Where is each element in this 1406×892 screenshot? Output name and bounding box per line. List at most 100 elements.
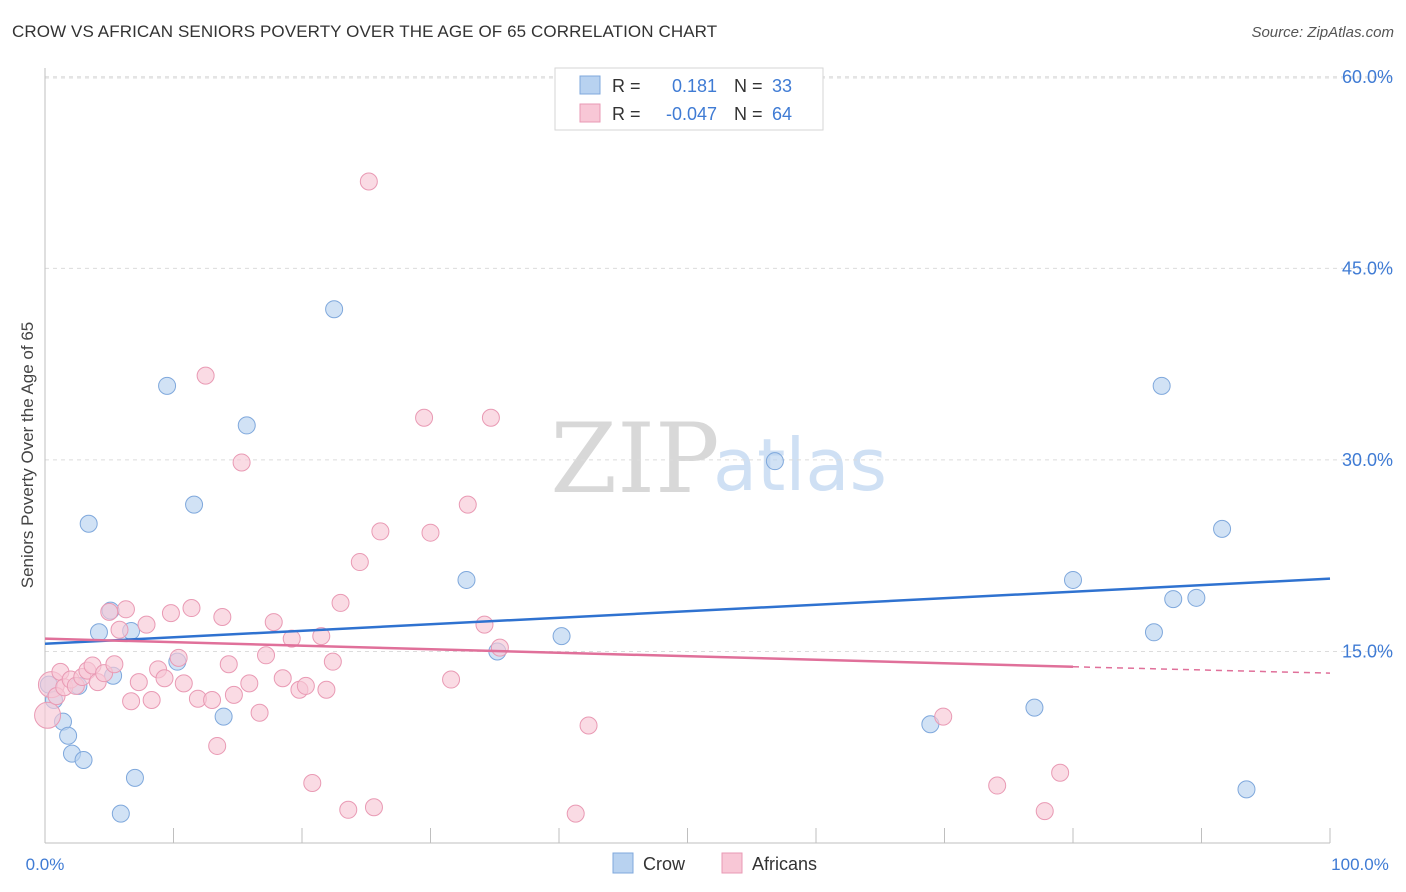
africans-point xyxy=(34,701,62,729)
source-label: Source: ZipAtlas.com xyxy=(1251,24,1394,41)
africans-point xyxy=(224,685,243,704)
legend-africans-r-label: R = xyxy=(612,104,641,124)
africans-point xyxy=(442,670,461,689)
africans-point xyxy=(566,804,585,823)
africans-point xyxy=(303,773,322,792)
crow-point xyxy=(1152,376,1171,395)
grid-lines xyxy=(45,76,1392,652)
legend-africans-n-label: N = xyxy=(734,104,763,124)
legend-crow-r-value: 0.181 xyxy=(672,76,717,96)
crow-point xyxy=(552,627,571,646)
africans-point xyxy=(331,593,350,612)
crow-point xyxy=(89,623,108,642)
y-tick-label: 60.0% xyxy=(1342,67,1393,87)
africans-point xyxy=(988,776,1007,795)
africans-point xyxy=(264,613,283,632)
crow-trend-line xyxy=(44,577,1331,646)
africans-point xyxy=(250,703,269,722)
africans-point xyxy=(213,607,232,626)
crow-point xyxy=(79,514,98,533)
crow-point xyxy=(158,376,177,395)
africans-point xyxy=(364,798,383,817)
crow-point xyxy=(1187,588,1206,607)
africans-point xyxy=(934,707,953,726)
africans-trend-extension xyxy=(1072,666,1331,674)
legend-crow-r-label: R = xyxy=(612,76,641,96)
africans-point xyxy=(129,673,148,692)
crow-point xyxy=(74,750,93,769)
africans-point xyxy=(273,669,292,688)
legend-africans-n-value: 64 xyxy=(772,104,792,124)
crow-point xyxy=(214,707,233,726)
africans-point xyxy=(232,453,251,472)
africans-point xyxy=(475,615,494,634)
bottom-legend-crow-swatch xyxy=(612,852,634,874)
bottom-legend-crow-label: Crow xyxy=(643,854,686,874)
africans-point xyxy=(182,599,201,618)
africans-point xyxy=(203,690,222,709)
legend-africans-swatch xyxy=(579,103,601,123)
africans-point xyxy=(100,602,119,621)
africans-point xyxy=(137,615,156,634)
africans-point xyxy=(1051,763,1070,782)
y-tick-label: 30.0% xyxy=(1342,450,1393,470)
africans-point xyxy=(312,627,331,646)
crow-point xyxy=(59,726,78,745)
watermark-zip: ZIP xyxy=(550,403,719,515)
correlation-legend: R = 0.181 N = 33 R = -0.047 N = 64 xyxy=(554,67,824,131)
africans-point xyxy=(116,600,135,619)
africans-point xyxy=(196,366,215,385)
africans-point xyxy=(421,523,440,542)
africans-point xyxy=(296,676,315,695)
africans-point xyxy=(458,495,477,514)
africans-point xyxy=(110,620,129,639)
africans-point xyxy=(323,652,342,671)
africans-point xyxy=(415,408,434,427)
africans-point xyxy=(219,655,238,674)
africans-series xyxy=(34,172,1070,823)
legend-crow-n-label: N = xyxy=(734,76,763,96)
africans-point xyxy=(208,736,227,755)
africans-point xyxy=(174,674,193,693)
africans-point xyxy=(169,648,188,667)
chart-title: CROW VS AFRICAN SENIORS POVERTY OVER THE… xyxy=(12,22,718,41)
africans-point xyxy=(350,553,369,572)
africans-point xyxy=(257,646,276,665)
africans-point xyxy=(481,408,500,427)
crow-point xyxy=(325,300,344,319)
watermark-atlas: atlas xyxy=(713,423,887,507)
africans-point xyxy=(371,522,390,541)
africans-point xyxy=(122,692,141,711)
trend-lines xyxy=(44,577,1331,674)
crow-point xyxy=(237,416,256,435)
y-tick-label: 15.0% xyxy=(1342,641,1393,661)
x-tick-label-min: 0.0% xyxy=(26,855,65,874)
crow-point xyxy=(457,570,476,589)
africans-point xyxy=(317,680,336,699)
crow-point xyxy=(1164,590,1183,609)
crow-point xyxy=(185,495,204,514)
africans-point xyxy=(142,690,161,709)
y-tick-label: 45.0% xyxy=(1342,258,1393,278)
legend-crow-n-value: 33 xyxy=(772,76,792,96)
crow-point xyxy=(1144,623,1163,642)
africans-point xyxy=(240,674,259,693)
bottom-legend-africans-swatch xyxy=(721,852,743,874)
ticks: 15.0% 30.0% 45.0% 60.0% xyxy=(173,67,1393,843)
africans-point xyxy=(105,655,124,674)
crow-point xyxy=(1213,519,1232,538)
crow-point xyxy=(1064,570,1082,589)
crow-point xyxy=(111,804,130,823)
legend-crow-swatch xyxy=(579,75,601,95)
africans-point xyxy=(161,604,180,623)
africans-point xyxy=(359,172,378,191)
series-legend: Crow Africans xyxy=(612,852,817,874)
bottom-legend-africans-label: Africans xyxy=(752,854,817,874)
africans-point xyxy=(490,638,509,657)
africans-point xyxy=(579,716,598,735)
crow-point xyxy=(125,768,144,787)
africans-point xyxy=(155,669,174,688)
x-tick-label-max: 100.0% xyxy=(1331,855,1389,874)
crow-point xyxy=(1025,698,1044,717)
